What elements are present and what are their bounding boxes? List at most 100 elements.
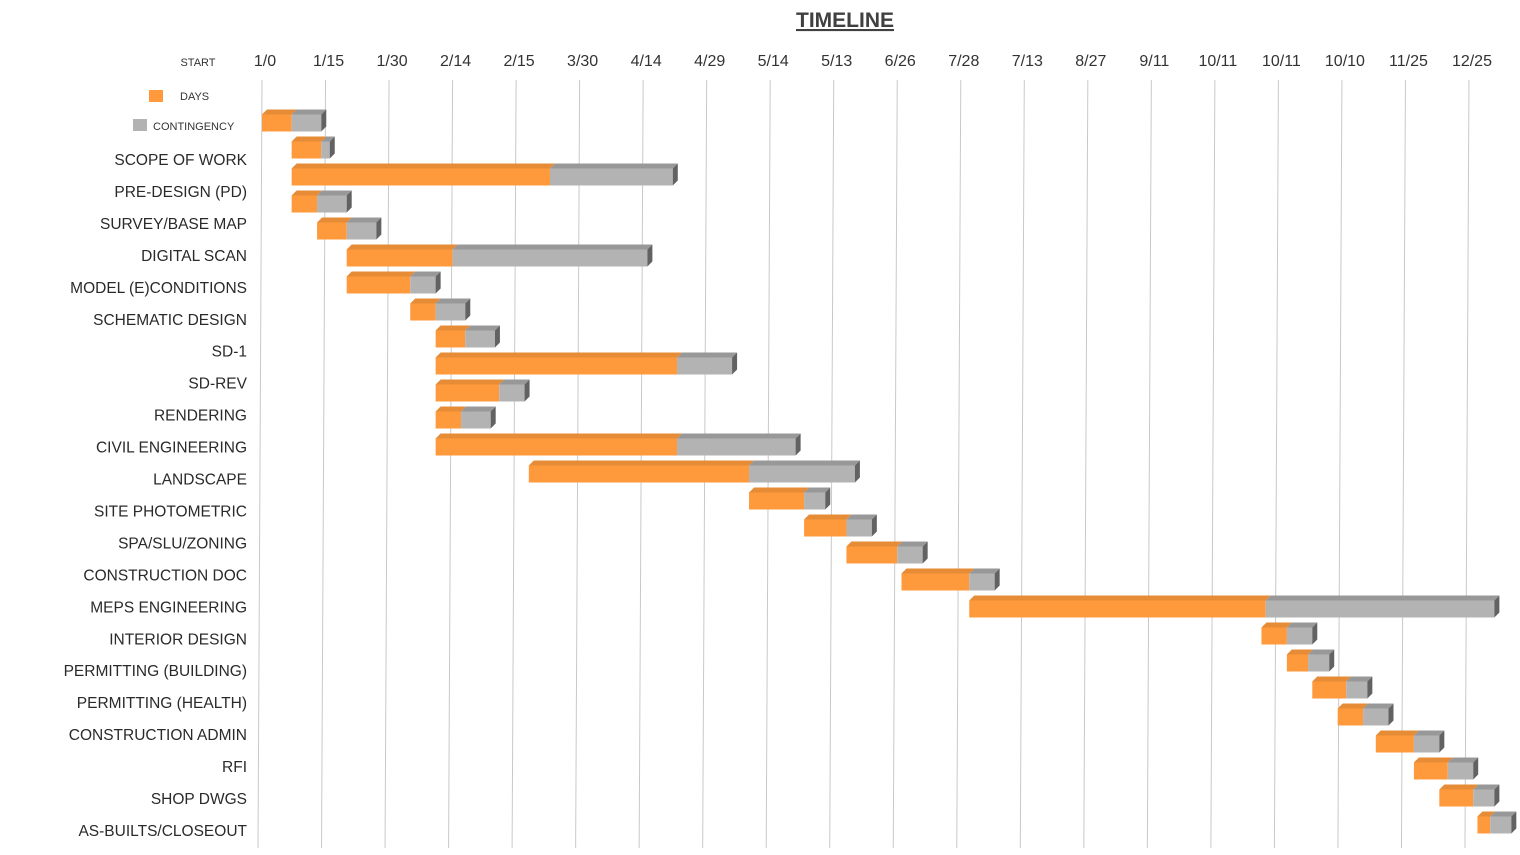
gridline — [1146, 79, 1152, 849]
bar-contingency — [897, 546, 923, 564]
x-tick-label: 5/14 — [758, 53, 789, 70]
x-tick-label: 10/11 — [1198, 53, 1237, 70]
bar-contingency-top — [1363, 703, 1394, 709]
bar-days-top — [346, 244, 458, 250]
chart-title: TIMELINE — [796, 9, 894, 32]
bar-contingency-top — [749, 460, 860, 466]
bar-end-cap — [922, 541, 928, 564]
gridline — [1273, 79, 1279, 849]
bar-contingency — [1265, 600, 1495, 618]
bar-days-top — [1375, 730, 1419, 736]
bar-days — [262, 114, 292, 132]
bar-days — [435, 357, 678, 375]
bar-days — [291, 168, 550, 186]
bar-end-cap — [732, 352, 738, 375]
bar-contingency-top — [677, 352, 738, 358]
task-label: RENDERING — [154, 408, 247, 425]
task-label: CONSTRUCTION DOC — [83, 567, 247, 584]
x-axis-tick-labels: 1/0 1/15 1/30 2/14 2/15 3/30 4/14 4/29 5/14 5/13 6… — [254, 53, 1492, 70]
bar-contingency-top — [1286, 622, 1318, 628]
bar-contingency-top — [1473, 784, 1500, 790]
task-label: INTERIOR DESIGN — [109, 631, 247, 648]
bar-end-cap — [465, 298, 471, 321]
x-tick-label: 8/27 — [1075, 53, 1106, 70]
bar-days — [435, 384, 500, 402]
bar-days-top — [1286, 649, 1314, 655]
bar-days-top — [1477, 811, 1496, 817]
x-tick-label: 5/13 — [821, 53, 852, 70]
bar-contingency-top — [1308, 649, 1335, 655]
bar-end-cap — [490, 406, 496, 429]
bar-days — [291, 141, 322, 159]
task-label: RFI — [222, 759, 247, 776]
bar-contingency — [677, 357, 733, 375]
gridline — [956, 79, 962, 849]
bar-contingency — [317, 195, 347, 213]
bar-days — [804, 519, 847, 537]
bar-days — [528, 465, 750, 483]
bar-end-cap — [647, 244, 653, 267]
bar-days — [410, 303, 436, 321]
bar-days — [1439, 789, 1474, 807]
bar-contingency — [461, 411, 491, 429]
gridline — [257, 79, 263, 849]
bar-contingency-top — [549, 163, 678, 169]
bar-days — [317, 222, 347, 240]
bar-end-cap — [435, 271, 441, 294]
x-tick-label: 2/15 — [504, 53, 535, 70]
gridline — [1210, 79, 1216, 849]
bar-end-cap — [329, 136, 335, 159]
bar-contingency — [677, 438, 796, 456]
bar-contingency — [969, 573, 995, 591]
bar-days-top — [435, 379, 505, 385]
x-tick-label: 1/30 — [376, 53, 407, 70]
bar-end-cap — [795, 433, 801, 456]
bar-contingency — [1308, 654, 1330, 672]
bar-contingency-top — [804, 487, 831, 493]
task-label: SPA/SLU/ZONING — [118, 535, 247, 552]
bar-days-top — [804, 514, 852, 520]
bar-days — [749, 492, 805, 510]
x-tick-label: 12/25 — [1452, 53, 1492, 70]
bar-contingency-top — [846, 514, 877, 520]
bar-days-top — [901, 568, 975, 574]
bar-contingency-top — [410, 271, 441, 277]
bar-days — [435, 330, 466, 348]
gridline — [1464, 79, 1470, 849]
task-label: LANDSCAPE — [153, 472, 247, 489]
bar-end-cap — [1494, 595, 1500, 618]
bar-days-top — [1261, 622, 1292, 628]
task-label: DIGITAL SCAN — [141, 248, 247, 265]
gridline — [384, 79, 390, 849]
bar-contingency — [410, 276, 436, 294]
bar-days — [435, 438, 678, 456]
bar-contingency-top — [969, 568, 1000, 574]
bar-days — [1477, 816, 1491, 834]
bar-days-top — [291, 136, 327, 142]
bar-end-cap — [376, 217, 382, 240]
bar-contingency-top — [321, 136, 335, 142]
bar-end-cap — [321, 109, 327, 132]
gridline — [1083, 79, 1089, 849]
x-tick-label: 10/10 — [1325, 53, 1365, 70]
bar-end-cap — [1494, 784, 1500, 807]
bar-days — [1312, 681, 1347, 699]
bar-days — [846, 546, 898, 564]
bar-end-cap — [1388, 703, 1394, 726]
task-label: MEPS ENGINEERING — [90, 599, 247, 616]
bar-contingency — [435, 303, 466, 321]
bar-contingency — [465, 330, 495, 348]
bar-contingency — [499, 384, 525, 402]
x-tick-label: 2/14 — [440, 53, 471, 70]
bar-days-top — [435, 406, 467, 412]
bar-end-cap — [871, 514, 877, 537]
task-label: AS-BUILTS/CLOSEOUT — [78, 823, 247, 840]
bar-end-cap — [854, 460, 860, 483]
bar-days-top — [435, 352, 683, 358]
bar-days — [435, 411, 462, 429]
task-label: CONSTRUCTION ADMIN — [69, 727, 247, 744]
task-label: PRE-DESIGN (PD) — [114, 184, 247, 201]
gridlines — [257, 79, 1470, 849]
bars — [262, 109, 1517, 834]
